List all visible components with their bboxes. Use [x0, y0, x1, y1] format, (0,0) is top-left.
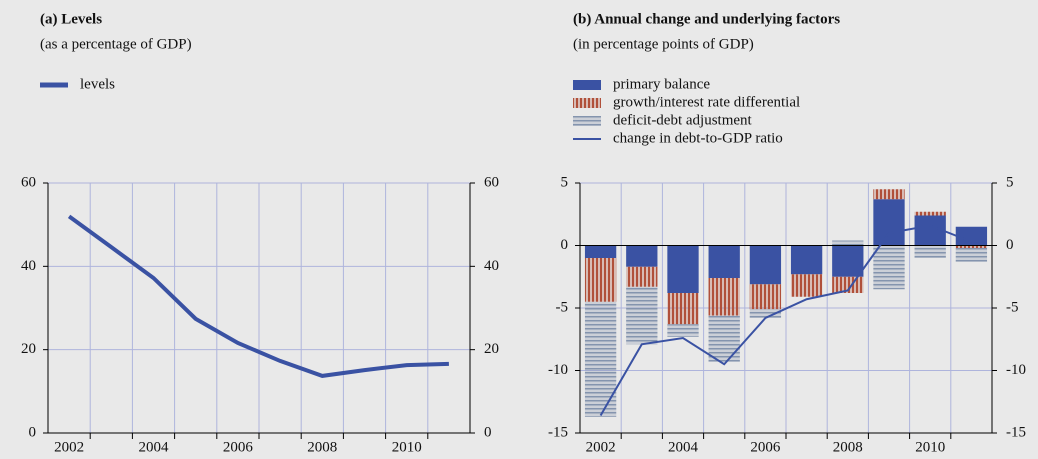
- bar: [873, 199, 905, 246]
- x-tick-label: 2010: [915, 439, 945, 455]
- legend-label: deficit-debt adjustment: [613, 112, 753, 128]
- bar: [584, 301, 617, 417]
- legend-label: levels: [80, 76, 115, 92]
- x-tick-label: 2002: [54, 439, 84, 455]
- bar: [873, 189, 905, 200]
- y-tick-label: 0: [1006, 237, 1014, 253]
- y-tick-label: 20: [21, 341, 36, 357]
- y-tick-label: -5: [1006, 299, 1019, 315]
- y-tick-label: 60: [484, 174, 499, 190]
- legend-swatch: [573, 116, 601, 126]
- data-line: [67, 214, 449, 378]
- y-tick-label: 0: [29, 424, 37, 440]
- y-tick-label: 40: [484, 258, 499, 274]
- y-tick-label: -15: [548, 424, 568, 440]
- bar: [708, 278, 740, 316]
- x-tick-label: 2004: [668, 439, 699, 455]
- bar: [832, 245, 864, 277]
- x-tick-label: 2010: [392, 439, 422, 455]
- bar: [584, 245, 617, 258]
- bar: [955, 245, 988, 248]
- y-tick-label: 5: [1006, 174, 1014, 190]
- bar: [626, 245, 658, 267]
- bar: [749, 284, 782, 310]
- chart-title: (a) Levels: [40, 11, 102, 27]
- y-tick-label: 0: [561, 237, 569, 253]
- x-tick-label: 2006: [223, 439, 254, 455]
- y-tick-label: 20: [484, 341, 499, 357]
- data-line: [599, 224, 972, 417]
- bar: [955, 226, 988, 246]
- y-tick-label: 40: [21, 258, 36, 274]
- bar: [749, 309, 782, 318]
- bar: [667, 324, 699, 337]
- bar: [955, 248, 988, 262]
- bar: [914, 245, 946, 258]
- y-tick-label: 5: [561, 174, 569, 190]
- chart-subtitle: (in percentage points of GDP): [573, 36, 754, 52]
- legend-label: primary balance: [613, 76, 710, 92]
- x-tick-label: 2002: [586, 439, 616, 455]
- bar: [667, 293, 699, 325]
- x-tick-label: 2006: [750, 439, 781, 455]
- x-tick-label: 2004: [139, 439, 170, 455]
- bar: [626, 286, 658, 345]
- y-tick-label: 60: [21, 174, 36, 190]
- legend-label: change in debt-to-GDP ratio: [613, 130, 783, 146]
- bar: [708, 245, 740, 278]
- bar: [790, 274, 823, 297]
- chart-subtitle: (as a percentage of GDP): [40, 36, 192, 52]
- bar: [873, 245, 905, 290]
- bar: [914, 211, 946, 216]
- y-tick-label: -15: [1006, 424, 1026, 440]
- bar: [749, 245, 782, 285]
- x-tick-label: 2008: [833, 439, 863, 455]
- y-tick-label: -10: [548, 362, 568, 378]
- y-tick-label: -5: [556, 299, 569, 315]
- y-tick-label: -10: [1006, 362, 1026, 378]
- legend-swatch: [573, 98, 601, 108]
- bar: [584, 258, 617, 302]
- y-tick-label: 0: [484, 424, 492, 440]
- bar: [626, 266, 658, 287]
- legend-swatch: [573, 80, 601, 90]
- bar: [708, 315, 740, 362]
- legend-label: growth/interest rate differential: [613, 94, 800, 110]
- chart-title: (b) Annual change and underlying factors: [573, 11, 840, 27]
- bar: [790, 245, 823, 275]
- bar: [667, 245, 699, 293]
- x-tick-label: 2008: [307, 439, 337, 455]
- bar: [832, 240, 864, 246]
